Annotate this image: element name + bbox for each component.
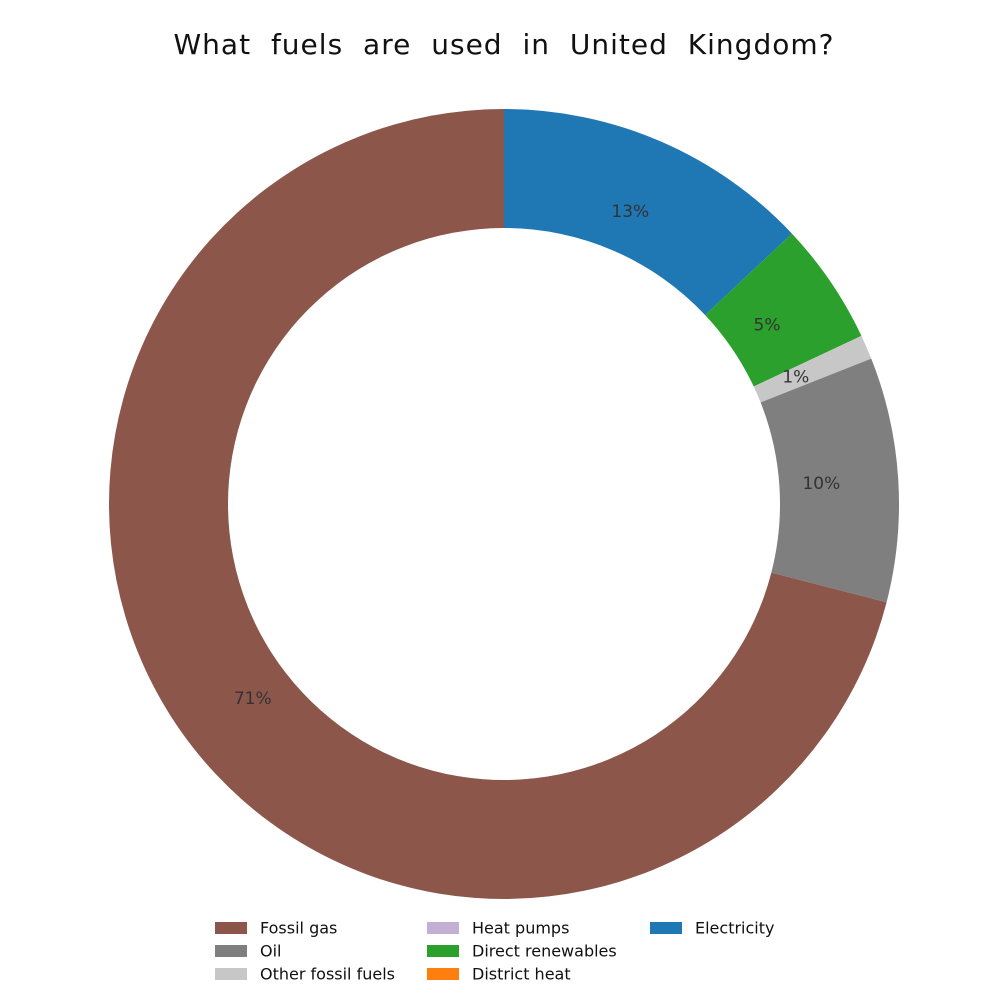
slice-label-other-fossil-fuels: 1%	[782, 368, 809, 388]
slice-label-direct-renewables: 5%	[754, 315, 781, 335]
slice-labels: 13% 5% 1% 10% 71%	[234, 202, 840, 709]
legend-swatch-direct-renewables	[427, 945, 459, 957]
legend-item-electricity: Electricity	[650, 919, 774, 938]
slice-electricity	[504, 109, 792, 316]
legend-item-heat-pumps: Heat pumps	[427, 919, 569, 938]
donut-slices	[109, 109, 899, 900]
legend-label-district-heat: District heat	[472, 965, 571, 984]
legend-swatch-other-fossil-fuels	[215, 968, 247, 980]
slice-oil	[760, 358, 899, 603]
slice-direct-renewables	[705, 233, 862, 387]
legend-label-heat-pumps: Heat pumps	[472, 919, 569, 938]
legend-label-other-fossil-fuels: Other fossil fuels	[260, 965, 395, 984]
legend-swatch-district-heat	[427, 968, 459, 980]
legend-label-oil: Oil	[260, 942, 281, 961]
legend-item-other-fossil-fuels: Other fossil fuels	[215, 965, 395, 984]
legend-swatch-heat-pumps	[427, 922, 459, 934]
legend-label-fossil-gas: Fossil gas	[260, 919, 337, 938]
slice-label-electricity: 13%	[611, 202, 649, 222]
legend-label-direct-renewables: Direct renewables	[472, 942, 617, 961]
legend-label-electricity: Electricity	[695, 919, 774, 938]
slice-other-fossil-fuels	[753, 335, 872, 403]
legend-swatch-fossil-gas	[215, 922, 247, 934]
slice-label-fossil-gas: 71%	[234, 689, 272, 709]
legend-swatch-oil	[215, 945, 247, 957]
legend-swatch-electricity	[650, 922, 682, 934]
legend: Fossil gas Oil Other fossil fuels Heat pump…	[215, 919, 774, 984]
legend-item-district-heat: District heat	[427, 965, 571, 984]
chart-title: What fuels are used in United Kingdom?	[173, 28, 834, 61]
slice-label-oil: 10%	[802, 474, 840, 494]
slice-fossil-gas	[109, 109, 887, 900]
legend-item-oil: Oil	[215, 942, 281, 961]
legend-item-fossil-gas: Fossil gas	[215, 919, 337, 938]
legend-item-direct-renewables: Direct renewables	[427, 942, 617, 961]
